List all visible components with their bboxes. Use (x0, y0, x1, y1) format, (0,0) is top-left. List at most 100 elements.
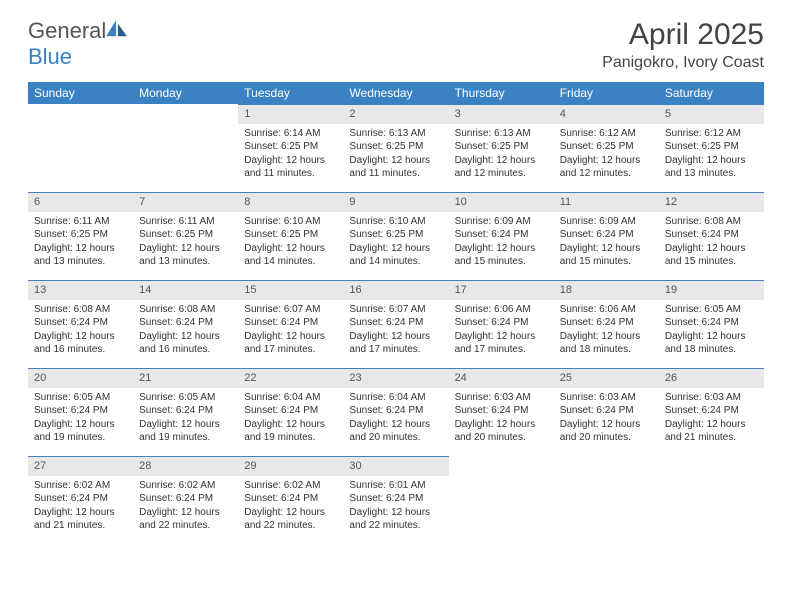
day-details: Sunrise: 6:11 AMSunset: 6:25 PMDaylight:… (133, 212, 238, 273)
sunrise-line: Sunrise: 6:09 AM (455, 215, 548, 229)
calendar-cell: 6Sunrise: 6:11 AMSunset: 6:25 PMDaylight… (28, 192, 133, 280)
sunrise-line: Sunrise: 6:11 AM (139, 215, 232, 229)
calendar-cell: 26Sunrise: 6:03 AMSunset: 6:24 PMDayligh… (659, 368, 764, 456)
calendar-cell: . (133, 104, 238, 192)
sunrise-line: Sunrise: 6:05 AM (139, 391, 232, 405)
daylight-line: Daylight: 12 hours and 16 minutes. (34, 330, 127, 357)
calendar-cell: 23Sunrise: 6:04 AMSunset: 6:24 PMDayligh… (343, 368, 448, 456)
day-details: Sunrise: 6:07 AMSunset: 6:24 PMDaylight:… (343, 300, 448, 361)
sunset-line: Sunset: 6:25 PM (34, 228, 127, 242)
day-details: Sunrise: 6:05 AMSunset: 6:24 PMDaylight:… (28, 388, 133, 449)
sunset-line: Sunset: 6:24 PM (665, 228, 758, 242)
day-number: 8 (238, 192, 343, 212)
day-number: 12 (659, 192, 764, 212)
day-number: 30 (343, 456, 448, 476)
daylight-line: Daylight: 12 hours and 20 minutes. (455, 418, 548, 445)
logo-sail-icon (106, 20, 128, 38)
calendar-row: 20Sunrise: 6:05 AMSunset: 6:24 PMDayligh… (28, 368, 764, 456)
day-details: Sunrise: 6:02 AMSunset: 6:24 PMDaylight:… (238, 476, 343, 537)
calendar-cell: 29Sunrise: 6:02 AMSunset: 6:24 PMDayligh… (238, 456, 343, 544)
sunset-line: Sunset: 6:25 PM (244, 228, 337, 242)
sunset-line: Sunset: 6:25 PM (560, 140, 653, 154)
sunrise-line: Sunrise: 6:05 AM (665, 303, 758, 317)
logo: General Blue (28, 18, 128, 70)
weekday-header: Saturday (659, 82, 764, 104)
daylight-line: Daylight: 12 hours and 15 minutes. (665, 242, 758, 269)
sunrise-line: Sunrise: 6:06 AM (560, 303, 653, 317)
day-number: 19 (659, 280, 764, 300)
daylight-line: Daylight: 12 hours and 16 minutes. (139, 330, 232, 357)
day-details: Sunrise: 6:03 AMSunset: 6:24 PMDaylight:… (449, 388, 554, 449)
day-number: 5 (659, 104, 764, 124)
calendar-cell: 7Sunrise: 6:11 AMSunset: 6:25 PMDaylight… (133, 192, 238, 280)
sunset-line: Sunset: 6:24 PM (244, 492, 337, 506)
day-details: Sunrise: 6:03 AMSunset: 6:24 PMDaylight:… (554, 388, 659, 449)
day-number: 13 (28, 280, 133, 300)
day-number: 24 (449, 368, 554, 388)
daylight-line: Daylight: 12 hours and 19 minutes. (34, 418, 127, 445)
calendar-cell: 8Sunrise: 6:10 AMSunset: 6:25 PMDaylight… (238, 192, 343, 280)
calendar-cell: 14Sunrise: 6:08 AMSunset: 6:24 PMDayligh… (133, 280, 238, 368)
calendar-head: SundayMondayTuesdayWednesdayThursdayFrid… (28, 82, 764, 104)
day-number: 15 (238, 280, 343, 300)
sunrise-line: Sunrise: 6:13 AM (349, 127, 442, 141)
calendar-cell: 28Sunrise: 6:02 AMSunset: 6:24 PMDayligh… (133, 456, 238, 544)
weekday-header: Thursday (449, 82, 554, 104)
daylight-line: Daylight: 12 hours and 20 minutes. (560, 418, 653, 445)
calendar-cell: 3Sunrise: 6:13 AMSunset: 6:25 PMDaylight… (449, 104, 554, 192)
sunrise-line: Sunrise: 6:12 AM (665, 127, 758, 141)
calendar-cell: 20Sunrise: 6:05 AMSunset: 6:24 PMDayligh… (28, 368, 133, 456)
sunrise-line: Sunrise: 6:04 AM (349, 391, 442, 405)
sunrise-line: Sunrise: 6:01 AM (349, 479, 442, 493)
day-number: 11 (554, 192, 659, 212)
calendar-cell: 10Sunrise: 6:09 AMSunset: 6:24 PMDayligh… (449, 192, 554, 280)
sunrise-line: Sunrise: 6:13 AM (455, 127, 548, 141)
weekday-header: Friday (554, 82, 659, 104)
calendar-cell: 17Sunrise: 6:06 AMSunset: 6:24 PMDayligh… (449, 280, 554, 368)
sunrise-line: Sunrise: 6:07 AM (244, 303, 337, 317)
day-details: Sunrise: 6:06 AMSunset: 6:24 PMDaylight:… (554, 300, 659, 361)
sunrise-line: Sunrise: 6:02 AM (244, 479, 337, 493)
daylight-line: Daylight: 12 hours and 15 minutes. (560, 242, 653, 269)
daylight-line: Daylight: 12 hours and 22 minutes. (349, 506, 442, 533)
day-details: Sunrise: 6:10 AMSunset: 6:25 PMDaylight:… (238, 212, 343, 273)
sunset-line: Sunset: 6:24 PM (244, 316, 337, 330)
calendar-row: 13Sunrise: 6:08 AMSunset: 6:24 PMDayligh… (28, 280, 764, 368)
sunset-line: Sunset: 6:24 PM (455, 228, 548, 242)
day-details: Sunrise: 6:08 AMSunset: 6:24 PMDaylight:… (28, 300, 133, 361)
sunrise-line: Sunrise: 6:08 AM (665, 215, 758, 229)
sunrise-line: Sunrise: 6:06 AM (455, 303, 548, 317)
sunrise-line: Sunrise: 6:03 AM (455, 391, 548, 405)
day-number: 7 (133, 192, 238, 212)
day-details: Sunrise: 6:04 AMSunset: 6:24 PMDaylight:… (238, 388, 343, 449)
day-number: 25 (554, 368, 659, 388)
sunset-line: Sunset: 6:25 PM (349, 140, 442, 154)
calendar-row: 27Sunrise: 6:02 AMSunset: 6:24 PMDayligh… (28, 456, 764, 544)
calendar-cell: . (449, 456, 554, 544)
calendar-cell: 9Sunrise: 6:10 AMSunset: 6:25 PMDaylight… (343, 192, 448, 280)
daylight-line: Daylight: 12 hours and 14 minutes. (349, 242, 442, 269)
calendar-cell: 2Sunrise: 6:13 AMSunset: 6:25 PMDaylight… (343, 104, 448, 192)
calendar-cell: 15Sunrise: 6:07 AMSunset: 6:24 PMDayligh… (238, 280, 343, 368)
calendar-row: ..1Sunrise: 6:14 AMSunset: 6:25 PMDaylig… (28, 104, 764, 192)
daylight-line: Daylight: 12 hours and 18 minutes. (560, 330, 653, 357)
sunset-line: Sunset: 6:24 PM (34, 404, 127, 418)
day-number: 20 (28, 368, 133, 388)
sunset-line: Sunset: 6:25 PM (665, 140, 758, 154)
calendar-cell: 30Sunrise: 6:01 AMSunset: 6:24 PMDayligh… (343, 456, 448, 544)
sunrise-line: Sunrise: 6:03 AM (560, 391, 653, 405)
calendar-cell: 11Sunrise: 6:09 AMSunset: 6:24 PMDayligh… (554, 192, 659, 280)
calendar-cell: 24Sunrise: 6:03 AMSunset: 6:24 PMDayligh… (449, 368, 554, 456)
daylight-line: Daylight: 12 hours and 19 minutes. (244, 418, 337, 445)
sunrise-line: Sunrise: 6:02 AM (34, 479, 127, 493)
day-details: Sunrise: 6:01 AMSunset: 6:24 PMDaylight:… (343, 476, 448, 537)
sunset-line: Sunset: 6:24 PM (455, 404, 548, 418)
day-details: Sunrise: 6:06 AMSunset: 6:24 PMDaylight:… (449, 300, 554, 361)
day-details: Sunrise: 6:08 AMSunset: 6:24 PMDaylight:… (659, 212, 764, 273)
day-number: 2 (343, 104, 448, 124)
logo-text: General Blue (28, 18, 128, 70)
sunrise-line: Sunrise: 6:02 AM (139, 479, 232, 493)
sunset-line: Sunset: 6:25 PM (349, 228, 442, 242)
sunset-line: Sunset: 6:25 PM (244, 140, 337, 154)
location-label: Panigokro, Ivory Coast (602, 54, 764, 72)
